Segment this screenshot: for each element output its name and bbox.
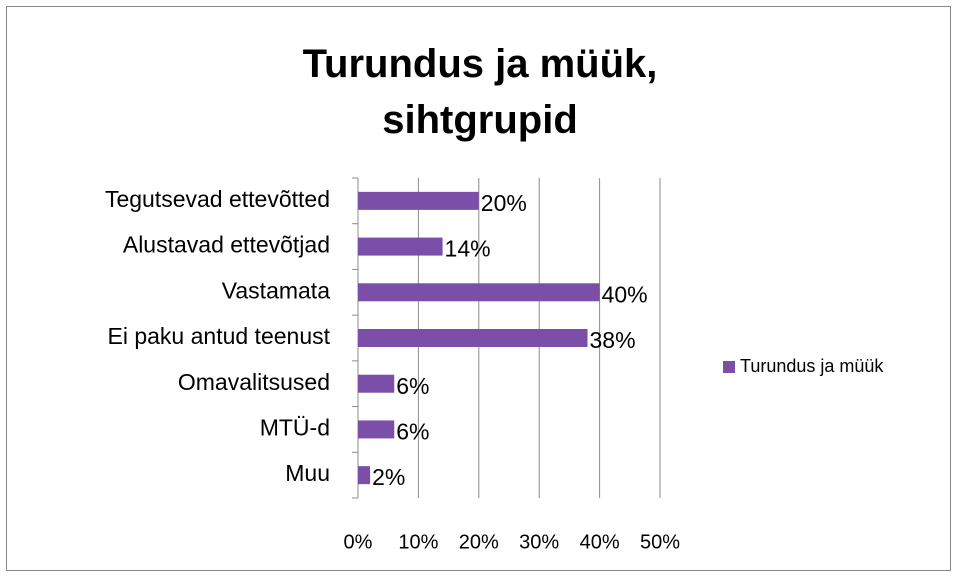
y-tick-label: Tegutsevad ettevõtted [105,186,330,212]
x-tick-label: 20% [459,531,499,553]
y-tick-label: Omavalitsused [178,369,330,395]
y-tick-label: Vastamata [222,277,330,303]
bar [358,191,479,210]
y-tick-label: Ei paku antud teenust [108,323,331,349]
data-label: 40% [602,281,648,307]
bar [358,283,600,302]
x-tick-label: 40% [580,531,620,553]
y-tick-label: Muu [285,460,330,486]
x-tick-label: 0% [344,531,373,553]
data-label: 2% [372,464,405,490]
data-label: 20% [481,190,527,216]
data-label: 38% [590,327,636,353]
bar [358,329,588,347]
legend-swatch [723,361,735,373]
data-label: 6% [396,419,429,445]
bar [358,420,395,439]
bar [358,374,395,393]
data-label: 14% [445,236,491,262]
chart-border [6,6,951,571]
legend-label: Turundus ja müük [740,356,884,376]
x-tick-label: 10% [398,531,438,553]
x-tick-label: 30% [519,531,559,553]
bar [358,466,371,485]
x-tick-label: 50% [640,531,680,553]
y-tick-label: MTÜ-d [260,415,330,441]
y-tick-label: Alustavad ettevõtjad [123,232,330,258]
data-label: 6% [396,373,429,399]
bar [358,237,443,256]
chart-title: Turundus ja müük, sihtgrupid [302,42,658,142]
